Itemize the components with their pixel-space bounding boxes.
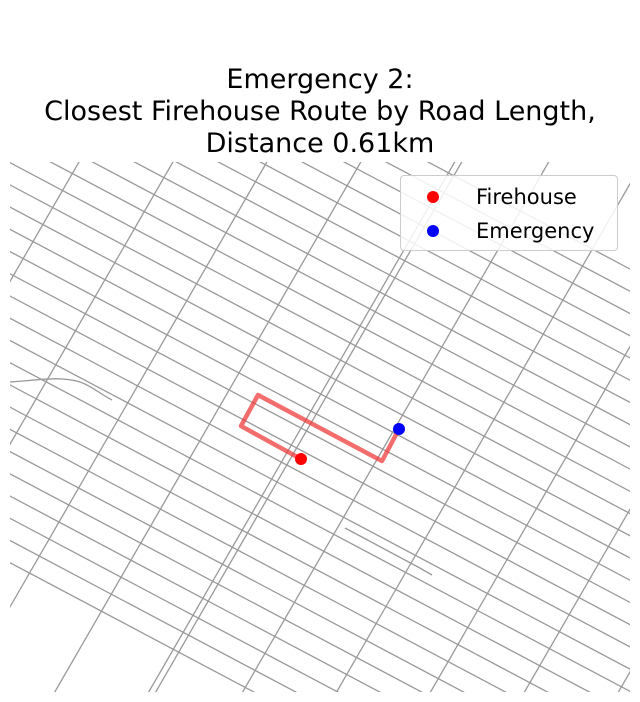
street (10, 406, 549, 692)
street (91, 162, 630, 448)
street (10, 450, 465, 692)
curved-road (10, 378, 113, 401)
street (10, 184, 630, 515)
street (10, 361, 630, 692)
street (49, 162, 630, 470)
street (10, 495, 382, 692)
street (10, 273, 630, 604)
street (10, 517, 340, 692)
street (10, 339, 630, 670)
legend-label-emergency: Emergency (476, 219, 595, 243)
legend-item-emergency: Emergency (401, 214, 617, 248)
street (426, 162, 630, 270)
avenue (523, 507, 630, 692)
street (10, 250, 630, 581)
street (300, 162, 630, 337)
avenue (10, 162, 80, 283)
street (133, 162, 630, 426)
legend: Firehouse Emergency (400, 175, 618, 251)
title-line-1: Emergency 2: (226, 64, 414, 95)
street (10, 317, 630, 648)
street (10, 162, 630, 493)
street (258, 162, 630, 359)
title-line-2: Closest Firehouse Route by Road Length, (44, 96, 596, 127)
avenue (429, 345, 630, 692)
legend-item-firehouse: Firehouse (401, 180, 617, 214)
title-line-3: Distance 0.61km (205, 128, 435, 159)
legend-label-firehouse: Firehouse (476, 185, 577, 209)
avenue (54, 162, 362, 692)
emergency-marker (393, 423, 405, 435)
red-dot-icon (427, 191, 439, 203)
firehouse-marker (295, 453, 307, 465)
route-line (238, 392, 401, 464)
avenue (10, 162, 174, 446)
street (175, 162, 630, 404)
street (216, 162, 630, 381)
avenue (335, 182, 630, 692)
service-road (344, 527, 433, 576)
street (10, 384, 591, 692)
street (10, 562, 256, 692)
street (342, 162, 630, 315)
street (10, 428, 507, 692)
street (10, 539, 298, 692)
avenue (241, 162, 550, 692)
blue-dot-icon (427, 225, 439, 237)
map-title: Emergency 2: Closest Firehouse Route by … (0, 64, 640, 160)
street (10, 473, 423, 692)
street (10, 295, 630, 626)
avenue (10, 162, 268, 609)
